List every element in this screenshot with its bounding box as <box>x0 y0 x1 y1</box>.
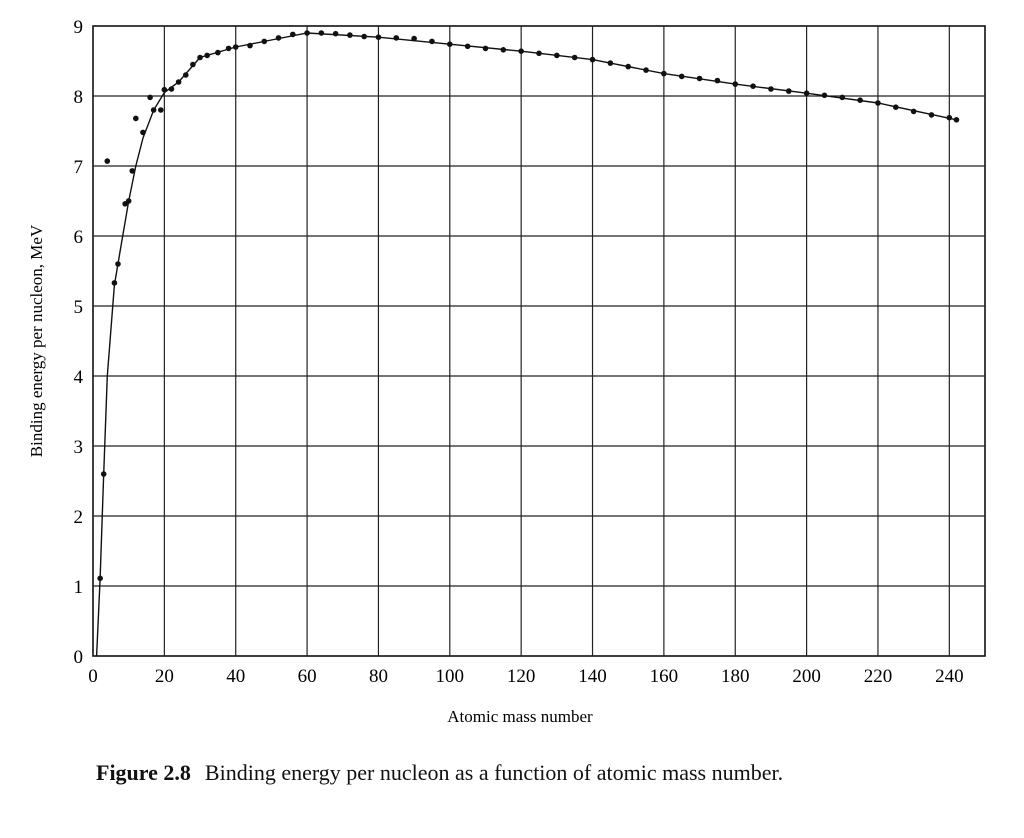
y-tick-label: 8 <box>74 87 84 108</box>
data-point <box>168 86 175 92</box>
data-point <box>500 47 507 53</box>
y-tick-label: 7 <box>74 157 84 178</box>
y-tick-label: 9 <box>74 17 84 38</box>
data-point <box>768 86 774 92</box>
figure-caption: Figure 2.8 Binding energy per nucleon as … <box>96 758 936 787</box>
data-point <box>393 35 400 41</box>
data-point <box>536 50 542 57</box>
data-point <box>661 70 667 77</box>
data-point <box>785 88 792 94</box>
data-point <box>839 94 846 101</box>
x-tick-label: 80 <box>369 666 388 687</box>
data-point <box>411 35 417 42</box>
x-tick-label: 140 <box>578 666 607 687</box>
grid <box>92 25 986 657</box>
data-point <box>893 104 899 110</box>
data-point <box>275 35 282 41</box>
caption-label: Figure 2.8 <box>96 760 191 785</box>
x-tick-label: 200 <box>792 666 821 687</box>
data-point <box>97 575 103 582</box>
y-tick-label: 0 <box>74 647 84 668</box>
data-point <box>875 100 881 106</box>
data-point <box>232 44 239 50</box>
y-tick-label: 1 <box>74 577 84 598</box>
x-tick-label: 220 <box>864 666 893 687</box>
data-point <box>318 30 325 36</box>
data-point <box>607 60 614 66</box>
x-tick-label: 60 <box>298 666 317 687</box>
data-point <box>133 115 139 122</box>
data-point <box>215 49 221 56</box>
data-point <box>554 52 560 59</box>
data-point <box>225 45 232 52</box>
fit-curve <box>95 32 957 657</box>
y-axis-label: Binding energy per nucleon, MeV <box>27 224 46 457</box>
data-point <box>447 41 453 47</box>
data-point <box>518 48 524 54</box>
data-point <box>332 30 339 37</box>
data-point <box>821 92 828 99</box>
data-point <box>696 75 703 82</box>
data-point <box>625 63 631 70</box>
data-point <box>347 32 353 38</box>
data-point <box>946 114 953 121</box>
data-point <box>857 97 863 103</box>
x-tick-label: 20 <box>155 666 174 687</box>
plot-frame <box>92 25 986 657</box>
caption-text: Binding energy per nucleon as a function… <box>204 760 784 785</box>
data-point <box>190 61 196 68</box>
y-tick-label: 4 <box>74 367 84 388</box>
x-tick-label: 40 <box>226 666 245 687</box>
data-point <box>150 107 157 113</box>
x-tick-label: 100 <box>436 666 465 687</box>
data-point <box>182 72 189 78</box>
data-point <box>714 77 721 84</box>
data-point <box>953 117 960 123</box>
data-point <box>111 280 118 286</box>
data-point <box>125 198 132 204</box>
data-point <box>571 54 578 61</box>
y-tick-label: 2 <box>74 507 84 528</box>
data-point <box>161 86 168 93</box>
data-point <box>104 158 111 164</box>
data-point <box>678 73 685 80</box>
data-point <box>482 45 489 52</box>
y-tick-label: 6 <box>74 227 84 248</box>
y-tick-label: 3 <box>74 437 84 458</box>
x-tick-label: 180 <box>721 666 750 687</box>
data-point <box>204 52 210 59</box>
data-point <box>247 42 253 49</box>
data-point <box>140 129 146 136</box>
data-point <box>589 56 596 63</box>
x-tick-label: 240 <box>935 666 964 687</box>
data-point <box>732 81 739 87</box>
data-point <box>157 107 164 113</box>
data-point <box>803 90 810 96</box>
data-point <box>129 168 136 174</box>
x-tick-label: 160 <box>650 666 679 687</box>
data-point <box>375 34 382 40</box>
y-tick-label: 5 <box>74 297 84 318</box>
data-point <box>175 79 182 85</box>
data-point <box>115 261 121 267</box>
data-point <box>928 112 935 118</box>
x-tick-label: 0 <box>88 666 98 687</box>
x-tick-label: 120 <box>507 666 536 687</box>
data-point <box>290 31 296 38</box>
data-point <box>261 38 268 45</box>
data-point <box>304 30 310 36</box>
data-points <box>97 30 960 582</box>
data-point <box>910 108 917 115</box>
data-point <box>147 94 153 101</box>
data-point <box>750 83 756 89</box>
data-point <box>643 67 649 73</box>
tick-labels: 0 20 40 60 80 100 120 140 160 180 200 220 240 0 1 2 3 4 5 6… <box>74 17 964 687</box>
data-point <box>100 471 107 477</box>
data-point <box>361 33 367 40</box>
data-point <box>429 38 435 45</box>
data-point <box>464 43 471 50</box>
x-axis-label: Atomic mass number <box>447 707 593 726</box>
data-point <box>197 54 203 61</box>
